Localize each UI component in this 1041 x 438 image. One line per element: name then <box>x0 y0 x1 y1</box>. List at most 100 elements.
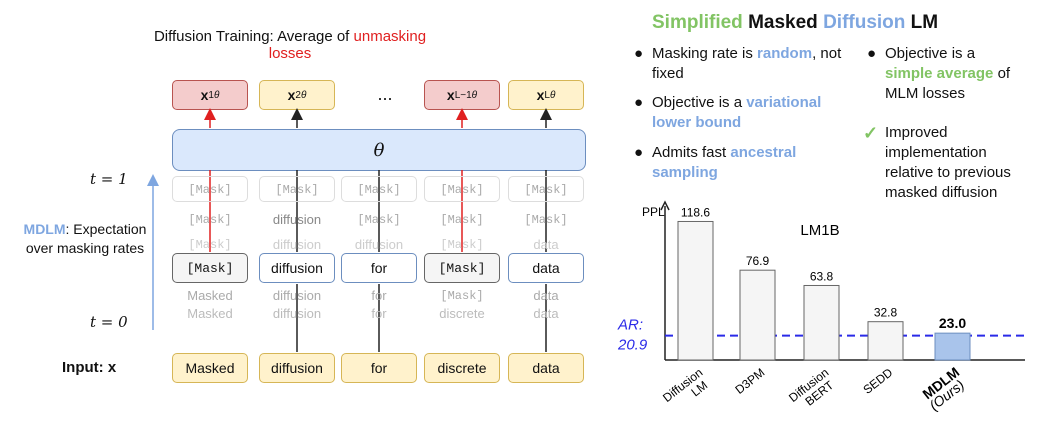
ghost-box <box>259 176 335 202</box>
category-label-line: D3PM <box>732 365 767 397</box>
title-highlight: unmasking losses <box>268 28 427 62</box>
bar-3 <box>867 321 904 361</box>
title-word-masked: Masked <box>742 12 824 33</box>
token-data: data <box>508 253 584 283</box>
bar-value-0: 118.6 <box>681 205 710 219</box>
ghost-token: for <box>371 288 387 303</box>
t-zero-label: t = 0 <box>90 313 128 331</box>
ghost-token: [Mask] <box>440 289 484 303</box>
output-var: x <box>200 87 209 103</box>
ghost-token: for <box>371 306 387 321</box>
bar-0 <box>677 220 714 361</box>
title-word-simplified: Simplified <box>652 12 743 33</box>
y-axis-label: PPL <box>642 205 665 219</box>
ghost-box <box>508 176 584 202</box>
token-for: for <box>341 253 417 283</box>
category-label-0: DiffusionLM <box>660 365 713 415</box>
bullet-text: Objective is a <box>885 45 976 62</box>
bullet-text: Objective is a <box>652 94 747 111</box>
token-mask-4: [Mask] <box>424 253 500 283</box>
ghost-token: diffusion <box>354 237 404 252</box>
title-prefix: Diffusion Training: Average of <box>153 28 354 45</box>
bullet-text: Masking rate is <box>652 45 758 62</box>
ghost-token: [Mask] <box>440 238 484 252</box>
input-token-4: discrete <box>424 353 500 383</box>
mdlm-label: MDLM <box>23 221 66 237</box>
chart-title: LM1B <box>800 222 839 239</box>
output-sup: 2 <box>295 89 301 101</box>
ghost-token: [Mask] <box>357 183 401 197</box>
ghost-token: [Mask] <box>524 183 568 197</box>
ghost-box <box>341 176 417 202</box>
ghost-token: data <box>533 306 559 321</box>
output-sup: L−1 <box>454 89 472 101</box>
bullet-highlight: simple average <box>885 65 994 82</box>
ghost-token: diffusion <box>272 237 322 252</box>
output-sub: θ <box>549 89 556 101</box>
ghost-token: Masked <box>187 288 233 303</box>
bullet-objective-bound: ● Objective is a variational lower bound <box>634 93 857 133</box>
ghost-token: [Mask] <box>440 183 484 197</box>
ghost-token: [Mask] <box>440 213 484 227</box>
bar-4 <box>934 332 971 361</box>
ghost-token: diffusion <box>272 212 322 227</box>
bar-1 <box>739 269 776 361</box>
ghost-token: diffusion <box>272 288 322 303</box>
bullet-text: Improved implementation relative to prev… <box>885 124 1011 201</box>
ghost-token: [Mask] <box>357 213 401 227</box>
output-sub: θ <box>471 89 478 101</box>
output-var: x <box>446 87 455 103</box>
ppl-bar-chart: PPL LM1B AR: 20.9 118.6 DiffusionLM 76.9 D3PM 63… <box>617 200 1025 415</box>
output-ellipsis: ... <box>377 84 393 104</box>
output-var: x <box>287 87 296 103</box>
bullet-simple-average: ● Objective is a simple average of MLM l… <box>867 44 1025 104</box>
input-token-3: for <box>341 353 417 383</box>
ghost-token: data <box>533 237 559 252</box>
category-label-line: SEDD <box>860 365 895 397</box>
ghost-token: Masked <box>187 306 233 321</box>
output-sup: 1 <box>208 89 214 101</box>
bullet-dot: ● <box>634 45 644 62</box>
input-token-2: diffusion <box>259 353 335 383</box>
bullet-highlight: random <box>757 45 813 62</box>
ghost-token: [Mask] <box>188 183 232 197</box>
bullet-text: , not fixed <box>652 45 842 82</box>
token-diffusion: diffusion <box>259 253 335 283</box>
bar-value-3: 32.8 <box>874 306 898 320</box>
ghost-box <box>424 176 500 202</box>
bullet-dot: ● <box>634 94 644 111</box>
check-icon: ✓ <box>863 123 879 143</box>
ghost-token: [Mask] <box>275 183 319 197</box>
mdlm-annotation: MDLM: Expectation over masking rates <box>20 220 150 258</box>
ghost-token: data <box>533 288 559 303</box>
input-label: Input: x <box>62 359 117 376</box>
token-mask-1: [Mask] <box>172 253 248 283</box>
input-token-5: data <box>508 353 584 383</box>
output-sup: L <box>544 89 550 101</box>
ghost-token: diffusion <box>272 306 322 321</box>
category-label-4: MDLM(Ours) <box>918 364 970 414</box>
bullet-ancestral: ● Admits fast ancestral sampling <box>634 143 857 183</box>
bullet-text: Admits fast <box>652 144 731 161</box>
bar-value-2: 63.8 <box>810 269 834 283</box>
bullet-dot: ● <box>867 45 877 62</box>
bar-2 <box>803 284 840 361</box>
category-label-1: D3PM <box>732 365 767 397</box>
ar-value: 20.9 <box>617 337 648 354</box>
bar-value-1: 76.9 <box>746 254 770 268</box>
ghost-box <box>172 176 248 202</box>
mdlm-text: : Expectation over masking rates <box>25 221 147 256</box>
diagram-title: Diffusion Training: Average of unmasking… <box>140 28 440 62</box>
ghost-token: discrete <box>439 306 485 321</box>
bar-value-4: 23.0 <box>939 315 966 331</box>
title-word-lm: LM <box>905 12 939 33</box>
ghost-token: [Mask] <box>188 213 232 227</box>
ar-label: AR: <box>617 317 643 334</box>
connector-lines <box>147 108 552 352</box>
output-sub: θ <box>300 89 307 101</box>
ghost-token: [Mask] <box>188 238 232 252</box>
theta-network: θ <box>172 129 586 171</box>
